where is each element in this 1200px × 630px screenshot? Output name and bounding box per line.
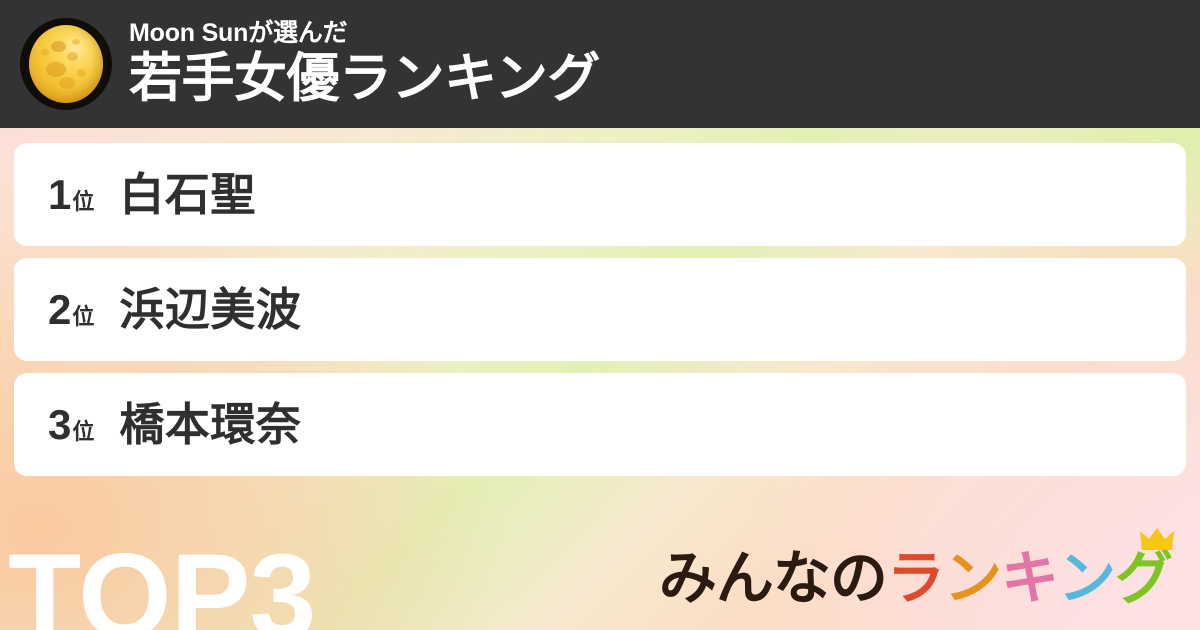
crown-icon: [1140, 528, 1174, 550]
brand-part-gu-text: グ: [1114, 546, 1173, 611]
ranking-item-name: 白石聖: [119, 169, 256, 220]
rank-unit-label: 位: [72, 303, 95, 329]
top3-label: TOP3: [8, 529, 316, 630]
ranking-item-name: 橋本環奈: [119, 399, 302, 450]
brand-part-ki: キ: [1000, 546, 1059, 611]
rank-number-value: 2: [48, 285, 72, 333]
brand-part-ra: ラ: [886, 546, 945, 611]
rank-number-value: 1: [48, 170, 72, 218]
header-subtitle: Moon Sunが選んだ: [129, 18, 348, 47]
brand-logo[interactable]: みんなの ラ ン キ ン グ: [658, 528, 1174, 611]
brand-part-gu: グ: [1115, 528, 1174, 608]
brand-part-minnano: みんなの: [658, 546, 888, 611]
page-title: 若手女優ランキング: [129, 49, 600, 109]
rank-unit-label: 位: [72, 418, 95, 444]
brand-part-n1: ン: [943, 546, 1002, 611]
brand-part-n2: ン: [1057, 546, 1116, 611]
rank-unit-label: 位: [72, 188, 95, 214]
header-bar: Moon Sunが選んだ 若手女優ランキング: [0, 0, 1200, 128]
ranking-item-name: 浜辺美波: [119, 284, 302, 335]
header-text-block: Moon Sunが選んだ 若手女優ランキング: [129, 18, 600, 109]
moon-icon: [20, 18, 112, 110]
moon-disc: [29, 25, 103, 103]
rank-number-value: 3: [48, 400, 72, 448]
